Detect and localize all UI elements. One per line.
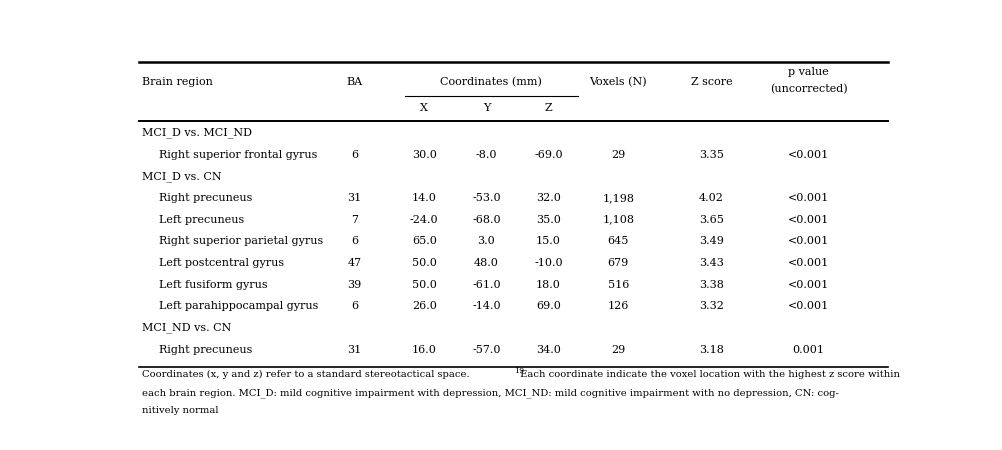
Text: 69.0: 69.0 (536, 301, 561, 311)
Text: Y: Y (483, 103, 490, 112)
Text: 126: 126 (607, 301, 629, 311)
Text: 6: 6 (351, 301, 358, 311)
Text: 0.001: 0.001 (793, 345, 825, 355)
Text: 35.0: 35.0 (536, 215, 561, 225)
Text: 30.0: 30.0 (412, 150, 437, 160)
Text: Voxels (N): Voxels (N) (589, 76, 647, 87)
Text: <0.001: <0.001 (788, 236, 830, 246)
Text: 645: 645 (607, 236, 629, 246)
Text: 1,108: 1,108 (602, 215, 634, 225)
Text: <0.001: <0.001 (788, 301, 830, 311)
Text: X: X (420, 103, 428, 112)
Text: 3.32: 3.32 (699, 301, 724, 311)
Text: 48.0: 48.0 (474, 258, 499, 268)
Text: 50.0: 50.0 (412, 279, 437, 290)
Text: -57.0: -57.0 (472, 345, 501, 355)
Text: <0.001: <0.001 (788, 258, 830, 268)
Text: Right precuneus: Right precuneus (159, 345, 253, 355)
Text: -8.0: -8.0 (476, 150, 497, 160)
Text: Brain region: Brain region (142, 76, 213, 87)
Text: 6: 6 (351, 236, 358, 246)
Text: <0.001: <0.001 (788, 150, 830, 160)
Text: -53.0: -53.0 (472, 193, 501, 203)
Text: nitively normal: nitively normal (142, 406, 218, 415)
Text: -10.0: -10.0 (534, 258, 563, 268)
Text: -61.0: -61.0 (472, 279, 501, 290)
Text: 1,198: 1,198 (602, 193, 634, 203)
Text: <0.001: <0.001 (788, 193, 830, 203)
Text: Coordinates (x, y and z) refer to a standard stereotactical space.: Coordinates (x, y and z) refer to a stan… (142, 370, 470, 379)
Text: -68.0: -68.0 (472, 215, 501, 225)
Text: 679: 679 (608, 258, 629, 268)
Text: 15.0: 15.0 (536, 236, 561, 246)
Text: 29: 29 (611, 150, 625, 160)
Text: 39: 39 (348, 279, 362, 290)
Text: Z: Z (545, 103, 552, 112)
Text: 26.0: 26.0 (412, 301, 437, 311)
Text: Right superior frontal gyrus: Right superior frontal gyrus (159, 150, 318, 160)
Text: 3.49: 3.49 (699, 236, 724, 246)
Text: 65.0: 65.0 (412, 236, 437, 246)
Text: 3.65: 3.65 (699, 215, 724, 225)
Text: 34.0: 34.0 (536, 345, 561, 355)
Text: MCI_D vs. MCI_ND: MCI_D vs. MCI_ND (142, 128, 253, 138)
Text: <0.001: <0.001 (788, 215, 830, 225)
Text: Coordinates (mm): Coordinates (mm) (441, 76, 542, 87)
Text: 31: 31 (348, 345, 362, 355)
Text: 3.35: 3.35 (699, 150, 724, 160)
Text: 3.0: 3.0 (478, 236, 495, 246)
Text: each brain region. MCI_D: mild cognitive impairment with depression, MCI_ND: mil: each brain region. MCI_D: mild cognitive… (142, 388, 840, 398)
Text: Right superior parietal gyrus: Right superior parietal gyrus (159, 236, 324, 246)
Text: Left precuneus: Left precuneus (159, 215, 244, 225)
Text: Left parahippocampal gyrus: Left parahippocampal gyrus (159, 301, 319, 311)
Text: BA: BA (347, 76, 363, 87)
Text: 32.0: 32.0 (536, 193, 561, 203)
Text: 31: 31 (348, 193, 362, 203)
Text: 19: 19 (514, 367, 524, 374)
Text: 516: 516 (607, 279, 629, 290)
Text: Each coordinate indicate the voxel location with the highest z score within: Each coordinate indicate the voxel locat… (517, 370, 900, 379)
Text: 3.18: 3.18 (699, 345, 724, 355)
Text: 3.43: 3.43 (699, 258, 724, 268)
Text: 3.38: 3.38 (699, 279, 724, 290)
Text: 50.0: 50.0 (412, 258, 437, 268)
Text: -24.0: -24.0 (410, 215, 439, 225)
Text: MCI_D vs. CN: MCI_D vs. CN (142, 171, 222, 182)
Text: 29: 29 (611, 345, 625, 355)
Text: -69.0: -69.0 (534, 150, 563, 160)
Text: (uncorrected): (uncorrected) (770, 84, 848, 94)
Text: Left fusiform gyrus: Left fusiform gyrus (159, 279, 269, 290)
Text: 16.0: 16.0 (412, 345, 437, 355)
Text: <0.001: <0.001 (788, 279, 830, 290)
Text: 6: 6 (351, 150, 358, 160)
Text: 4.02: 4.02 (699, 193, 724, 203)
Text: Right precuneus: Right precuneus (159, 193, 253, 203)
Text: Z score: Z score (690, 76, 732, 87)
Text: Left postcentral gyrus: Left postcentral gyrus (159, 258, 285, 268)
Text: p value: p value (789, 67, 829, 77)
Text: MCI_ND vs. CN: MCI_ND vs. CN (142, 323, 231, 333)
Text: 18.0: 18.0 (536, 279, 561, 290)
Text: 47: 47 (348, 258, 362, 268)
Text: -14.0: -14.0 (472, 301, 501, 311)
Text: 14.0: 14.0 (412, 193, 437, 203)
Text: 7: 7 (351, 215, 358, 225)
